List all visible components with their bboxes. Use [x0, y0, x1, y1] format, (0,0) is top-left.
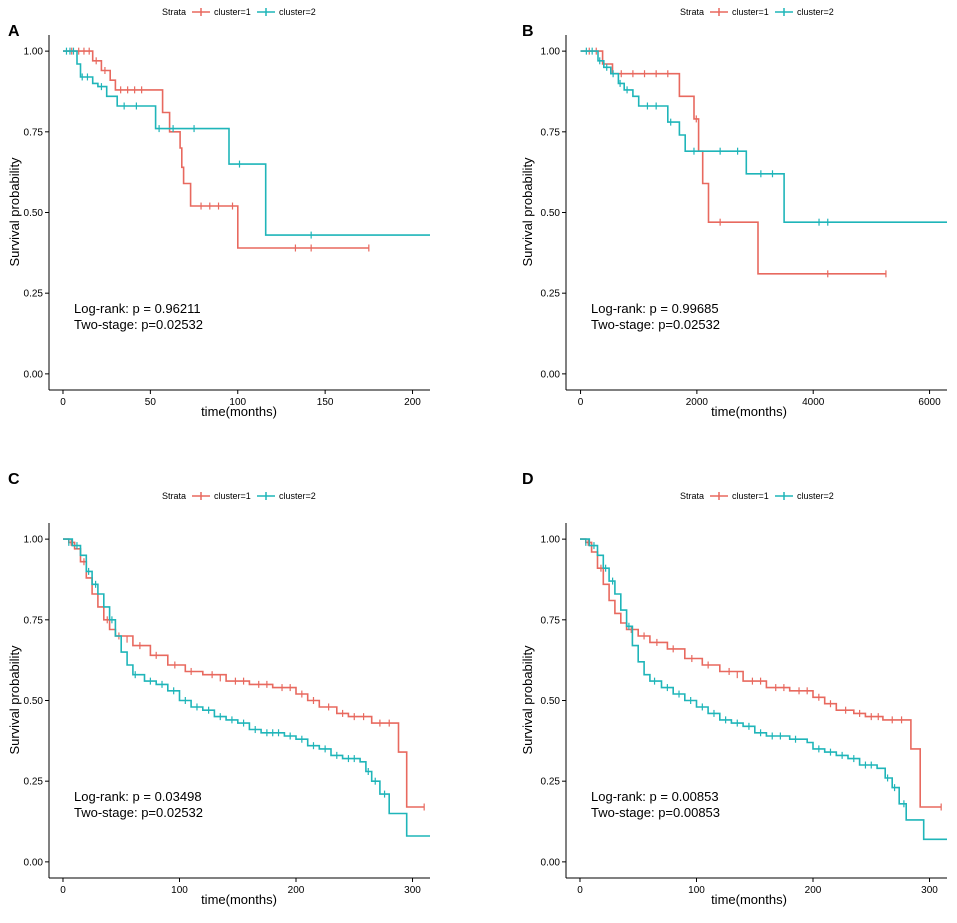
- y-tick-label: 1.00: [541, 47, 561, 58]
- x-axis-title: time(months): [711, 892, 787, 907]
- panel-letter: C: [8, 471, 20, 488]
- x-tick-label: 100: [229, 397, 246, 408]
- legend: Strata cluster=1 cluster=2: [680, 491, 834, 501]
- y-tick-label: 0.50: [541, 696, 561, 707]
- x-tick-label: 2000: [686, 397, 709, 408]
- survival-curve-cluster-2: [580, 50, 947, 223]
- y-tick-label: 0.50: [24, 208, 44, 219]
- y-tick-label: 0.25: [24, 289, 44, 300]
- legend-title: Strata: [162, 7, 186, 17]
- x-tick-label: 150: [317, 397, 334, 408]
- x-tick-label: 0: [578, 397, 584, 408]
- panel-c: C Strata cluster=1 cluster=2 0.00 0.25 0.5…: [7, 471, 430, 907]
- panel-a: A Strata cluster=1 cluster=2 0.00 0.25 0.5…: [7, 7, 430, 419]
- plot-axes: 0.00 0.25 0.50 0.75 1.00 0 50 100 150 200: [24, 35, 430, 408]
- survival-curve-cluster-1: [63, 538, 425, 808]
- x-tick-label: 0: [577, 885, 583, 896]
- y-tick-label: 0.00: [24, 857, 44, 868]
- y-axis-title: Survival probability: [7, 645, 22, 755]
- y-tick-label: 0.00: [24, 369, 44, 380]
- logrank-annotation: Log-rank: p = 0.96211: [74, 301, 201, 316]
- y-tick-label: 0.25: [24, 777, 44, 788]
- x-tick-label: 4000: [802, 397, 825, 408]
- legend-label-cluster-2: cluster=2: [279, 7, 316, 17]
- panel-letter: A: [8, 23, 20, 40]
- x-tick-label: 0: [60, 885, 66, 896]
- y-tick-label: 0.75: [24, 127, 44, 138]
- legend-title: Strata: [680, 7, 704, 17]
- y-tick-label: 0.50: [541, 208, 561, 219]
- legend-label-cluster-1: cluster=1: [732, 491, 769, 501]
- logrank-annotation: Log-rank: p = 0.99685: [591, 301, 719, 316]
- y-axis-title: Survival probability: [520, 157, 535, 267]
- y-axis-title: Survival probability: [7, 157, 22, 267]
- plot-axes: 0.00 0.25 0.50 0.75 1.00 0 100 200 300: [541, 523, 947, 896]
- y-tick-label: 1.00: [24, 535, 44, 546]
- y-axis-title: Survival probability: [520, 645, 535, 755]
- y-tick-label: 0.25: [541, 777, 561, 788]
- logrank-annotation: Log-rank: p = 0.03498: [74, 789, 202, 804]
- panel-letter: D: [522, 471, 534, 488]
- x-tick-label: 300: [404, 885, 421, 896]
- y-tick-label: 0.75: [24, 615, 44, 626]
- x-tick-label: 200: [805, 885, 822, 896]
- survival-curve-cluster-2: [63, 50, 430, 236]
- y-tick-label: 1.00: [541, 535, 561, 546]
- panel-b: B Strata cluster=1 cluster=2 0.00 0.25 0.5…: [520, 7, 947, 419]
- x-tick-label: 200: [404, 397, 421, 408]
- panel-d: D Strata cluster=1 cluster=2 0.00 0.25 0.5…: [520, 471, 947, 907]
- legend: Strata cluster=1 cluster=2: [162, 7, 316, 17]
- twostage-annotation: Two-stage: p=0.02532: [74, 805, 203, 820]
- x-tick-label: 100: [171, 885, 188, 896]
- y-tick-label: 0.75: [541, 127, 561, 138]
- legend-label-cluster-1: cluster=1: [732, 7, 769, 17]
- x-axis-title: time(months): [201, 404, 277, 419]
- y-tick-label: 1.00: [24, 47, 44, 58]
- twostage-annotation: Two-stage: p=0.00853: [591, 805, 720, 820]
- y-tick-label: 0.00: [541, 369, 561, 380]
- y-tick-label: 0.25: [541, 289, 561, 300]
- legend-title: Strata: [162, 491, 186, 501]
- twostage-annotation: Two-stage: p=0.02532: [591, 317, 720, 332]
- x-tick-label: 0: [60, 397, 66, 408]
- plot-axes: 0.00 0.25 0.50 0.75 1.00 0 2000 4000 6000: [541, 35, 947, 408]
- x-axis-title: time(months): [201, 892, 277, 907]
- legend-label-cluster-1: cluster=1: [214, 7, 251, 17]
- legend: Strata cluster=1 cluster=2: [162, 491, 316, 501]
- x-tick-label: 200: [288, 885, 305, 896]
- survival-curve-cluster-1: [580, 538, 942, 808]
- y-tick-label: 0.50: [24, 696, 44, 707]
- x-tick-label: 50: [145, 397, 157, 408]
- x-axis-title: time(months): [711, 404, 787, 419]
- twostage-annotation: Two-stage: p=0.02532: [74, 317, 203, 332]
- legend-label-cluster-2: cluster=2: [797, 7, 834, 17]
- y-tick-label: 0.75: [541, 615, 561, 626]
- legend-label-cluster-2: cluster=2: [797, 491, 834, 501]
- survival-curve-cluster-1: [63, 50, 369, 249]
- legend: Strata cluster=1 cluster=2: [680, 7, 834, 17]
- y-tick-label: 0.00: [541, 857, 561, 868]
- logrank-annotation: Log-rank: p = 0.00853: [591, 789, 719, 804]
- legend-label-cluster-1: cluster=1: [214, 491, 251, 501]
- plot-axes: 0.00 0.25 0.50 0.75 1.00 0 100 200 300: [24, 523, 430, 896]
- x-tick-label: 100: [688, 885, 705, 896]
- x-tick-label: 6000: [918, 397, 941, 408]
- legend-label-cluster-2: cluster=2: [279, 491, 316, 501]
- x-tick-label: 300: [921, 885, 938, 896]
- legend-title: Strata: [680, 491, 704, 501]
- survival-curve-cluster-1: [580, 50, 886, 275]
- panel-letter: B: [522, 23, 534, 40]
